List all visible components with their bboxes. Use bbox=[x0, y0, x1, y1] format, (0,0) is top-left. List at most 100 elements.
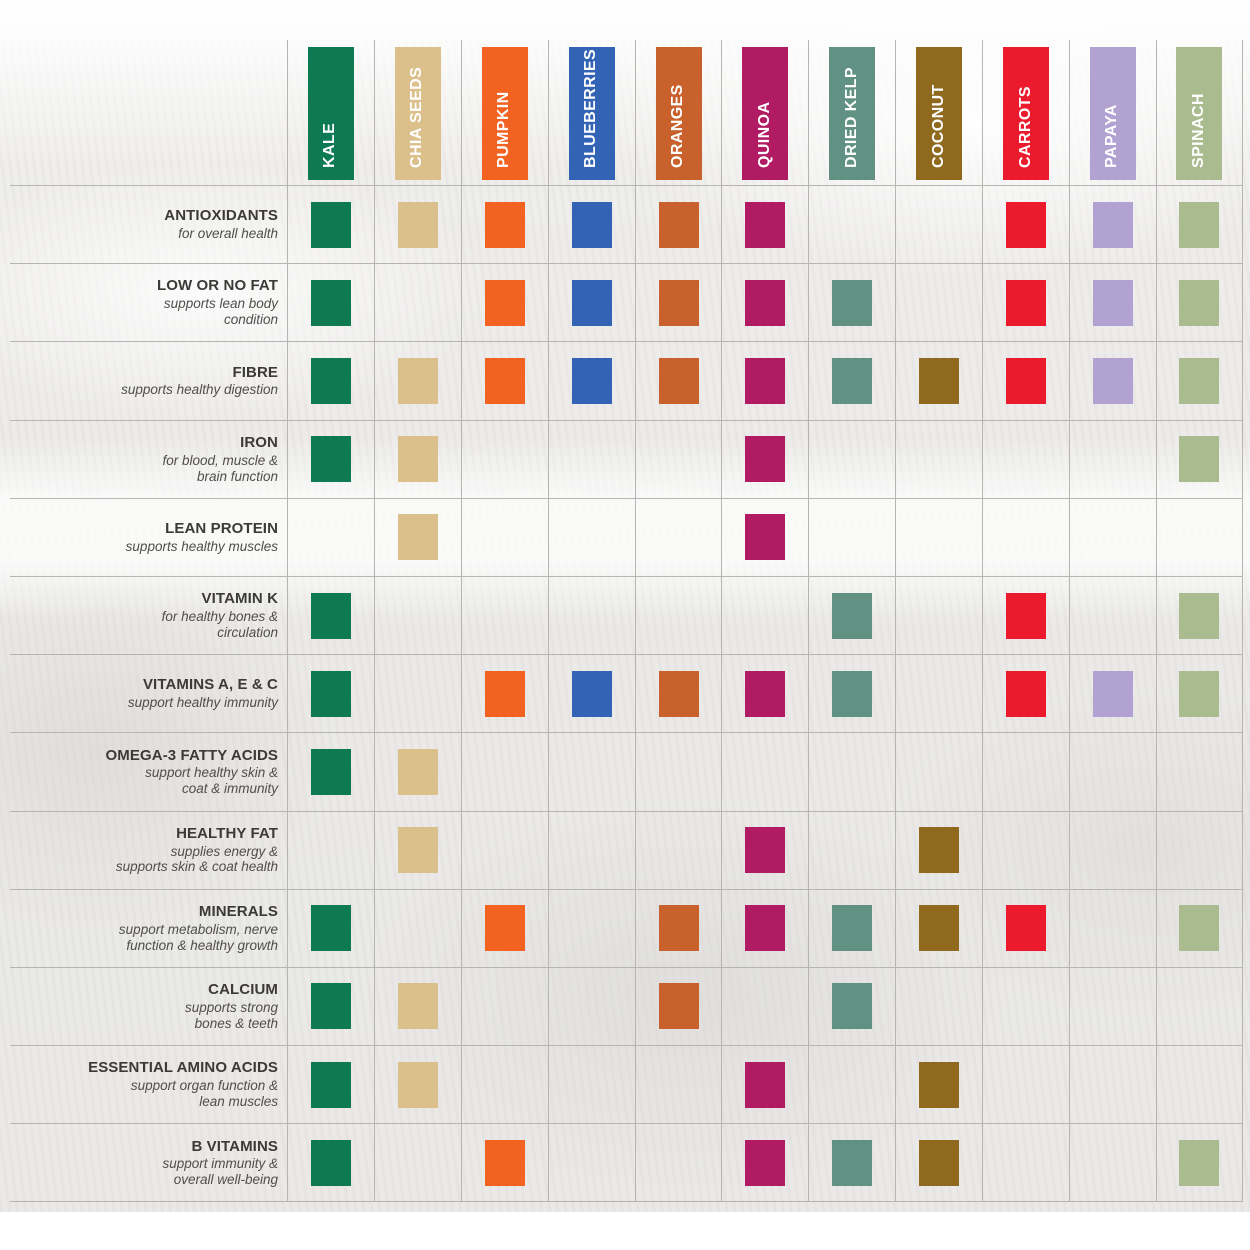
nutrient-swatch bbox=[310, 983, 351, 1030]
matrix-cell bbox=[1069, 655, 1156, 734]
matrix-cell bbox=[547, 342, 635, 421]
matrix-cell bbox=[287, 733, 374, 812]
nutrient-subtitle: for healthy bones & circulation bbox=[161, 608, 278, 640]
nutrient-swatch bbox=[571, 201, 612, 248]
matrix-cell bbox=[1069, 811, 1156, 890]
nutrient-swatch bbox=[1179, 905, 1220, 952]
matrix-cell bbox=[547, 576, 635, 656]
matrix-cell bbox=[634, 889, 722, 968]
matrix-cell bbox=[1155, 811, 1243, 890]
matrix-cell bbox=[895, 420, 983, 499]
row-label-lean-protein: LEAN PROTEIN supports healthy muscles bbox=[10, 499, 287, 577]
column-header-dried-kelp: DRIED KELP bbox=[808, 40, 896, 186]
nutrient-swatch bbox=[832, 592, 873, 639]
matrix-cell bbox=[460, 811, 548, 890]
ingredient-bar-oranges: ORANGES bbox=[655, 47, 702, 180]
matrix-cell bbox=[287, 1046, 374, 1125]
nutrient-subtitle: for blood, muscle & brain function bbox=[162, 452, 278, 484]
ingredient-label: KALE bbox=[321, 122, 339, 168]
matrix-cell bbox=[460, 1046, 548, 1125]
ingredient-bar-chia-seeds: CHIA SEEDS bbox=[394, 47, 441, 180]
matrix-cell bbox=[460, 498, 548, 577]
nutrient-subtitle: supports healthy digestion bbox=[121, 382, 278, 398]
nutrient-swatch bbox=[1092, 201, 1133, 248]
matrix-cell bbox=[1069, 733, 1156, 812]
matrix-cell bbox=[895, 655, 983, 734]
ingredient-bar-kale: KALE bbox=[307, 47, 354, 180]
nutrient-swatch bbox=[310, 279, 351, 326]
matrix-cell bbox=[547, 889, 635, 968]
matrix-cell bbox=[287, 420, 374, 499]
nutrient-swatch bbox=[1006, 357, 1047, 404]
nutrient-swatch bbox=[397, 1061, 438, 1108]
matrix-cell bbox=[721, 186, 809, 265]
matrix-cell bbox=[982, 498, 1070, 577]
nutrient-swatch bbox=[484, 905, 525, 952]
matrix-cell bbox=[547, 811, 635, 890]
matrix-cell bbox=[460, 264, 548, 343]
matrix-cell bbox=[1155, 655, 1243, 734]
nutrient-subtitle: supports strong bones & teeth bbox=[184, 999, 278, 1031]
row-label-healthy-fat: HEALTHY FAT supplies energy & supports sk… bbox=[10, 812, 287, 890]
nutrient-subtitle: support metabolism, nerve function & hea… bbox=[118, 921, 278, 953]
matrix-cell bbox=[287, 1124, 374, 1203]
nutrient-swatch bbox=[919, 1061, 960, 1108]
matrix-cell bbox=[634, 186, 722, 265]
matrix-cell bbox=[634, 1124, 722, 1203]
corner-spacer bbox=[10, 40, 287, 186]
nutrient-swatch bbox=[397, 201, 438, 248]
ingredient-label: PAPAYA bbox=[1103, 104, 1121, 168]
nutrient-swatch bbox=[484, 201, 525, 248]
nutrient-swatch bbox=[832, 357, 873, 404]
nutrient-swatch bbox=[484, 1139, 525, 1186]
nutrient-swatch bbox=[1179, 1139, 1220, 1186]
matrix-cell bbox=[287, 655, 374, 734]
nutrient-swatch bbox=[310, 436, 351, 483]
nutrient-swatch bbox=[1092, 670, 1133, 717]
ingredient-label: QUINOA bbox=[755, 101, 773, 168]
nutrient-swatch bbox=[1179, 279, 1220, 326]
matrix-cell bbox=[721, 889, 809, 968]
matrix-cell bbox=[895, 967, 983, 1047]
nutrient-swatch bbox=[1006, 592, 1047, 639]
nutrient-title: ESSENTIAL AMINO ACIDS bbox=[88, 1059, 278, 1077]
nutrient-swatch bbox=[1179, 592, 1220, 639]
nutrient-swatch bbox=[1092, 357, 1133, 404]
nutrient-swatch bbox=[397, 357, 438, 404]
matrix-cell bbox=[460, 186, 548, 265]
matrix-cell bbox=[373, 655, 461, 734]
row-label-fibre: FIBRE supports healthy digestion bbox=[10, 342, 287, 421]
matrix-cell bbox=[287, 889, 374, 968]
ingredient-label: DRIED KELP bbox=[842, 67, 860, 168]
matrix-cell bbox=[547, 264, 635, 343]
matrix-cell bbox=[1069, 186, 1156, 265]
column-header-chia-seeds: CHIA SEEDS bbox=[373, 40, 461, 186]
matrix-cell bbox=[721, 811, 809, 890]
matrix-cell bbox=[808, 811, 896, 890]
matrix-cell bbox=[460, 889, 548, 968]
nutrient-swatch bbox=[1006, 670, 1047, 717]
matrix-cell bbox=[634, 655, 722, 734]
nutrient-swatch bbox=[1179, 670, 1220, 717]
nutrient-ingredient-grid: KALE CHIA SEEDS PUMPKIN BLUEBERRIES ORANGES Q… bbox=[10, 40, 1243, 1203]
matrix-cell bbox=[721, 498, 809, 577]
matrix-cell bbox=[982, 733, 1070, 812]
matrix-cell bbox=[721, 655, 809, 734]
matrix-cell bbox=[982, 967, 1070, 1047]
nutrient-swatch bbox=[484, 670, 525, 717]
row-label-low-or-no-fat: LOW OR NO FAT supports lean body conditio… bbox=[10, 264, 287, 343]
matrix-cell bbox=[808, 264, 896, 343]
matrix-cell bbox=[287, 967, 374, 1047]
nutrient-title: VITAMINS A, E & C bbox=[142, 676, 278, 694]
nutrient-swatch bbox=[310, 592, 351, 639]
ingredient-bar-carrots: CARROTS bbox=[1003, 47, 1050, 180]
nutrient-swatch bbox=[1006, 201, 1047, 248]
matrix-cell bbox=[460, 576, 548, 656]
matrix-cell bbox=[1155, 967, 1243, 1047]
matrix-cell bbox=[373, 1046, 461, 1125]
ingredient-label: COCONUT bbox=[929, 84, 947, 168]
matrix-cell bbox=[808, 1124, 896, 1203]
matrix-cell bbox=[1069, 342, 1156, 421]
matrix-cell bbox=[287, 186, 374, 265]
nutrient-subtitle: support immunity & overall well-being bbox=[162, 1156, 278, 1188]
